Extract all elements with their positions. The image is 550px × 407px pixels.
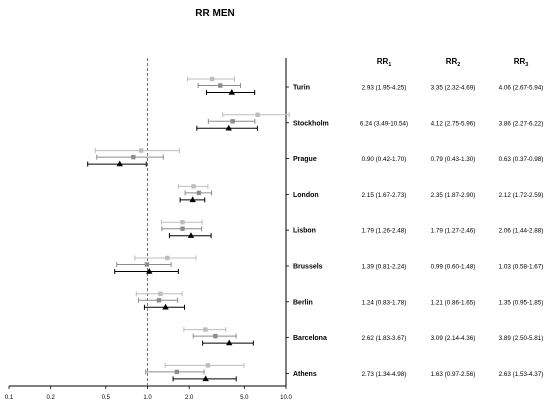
x-tick-label: 1.0: [143, 395, 152, 401]
rr-value: 1.03 (0.58-1.67): [499, 264, 544, 271]
point-estimate: [255, 112, 260, 117]
point-estimate: [156, 298, 162, 303]
x-tick-label: 2.0: [185, 395, 194, 401]
rr-value: 3.35 (2.32-4.69): [431, 85, 476, 92]
rr-value: 0.79 (0.43-1.30): [431, 156, 476, 163]
rr-value: 2.06 (1.44-2.88): [499, 228, 544, 235]
rr-value: 1.79 (1.27-2.46): [431, 228, 476, 235]
rr-value: 2.12 (1.72-2.59): [499, 192, 544, 199]
column-header: RR2: [446, 57, 461, 68]
table-cells: 2.93 (1.95-4.25) 3.35 (2.32-4.69) 4.06 (2.…: [360, 85, 544, 378]
point-estimate: [180, 226, 185, 231]
chart-marks: [87, 76, 290, 382]
city-label: Barcelona: [293, 335, 327, 342]
rr-value: 0.63 (0.37-0.98): [499, 156, 544, 163]
point-estimate: [205, 363, 211, 368]
x-tick-label: 10.0: [280, 395, 292, 401]
city-label: Prague: [293, 156, 317, 163]
point-estimate: [225, 124, 232, 131]
table-headers: RR1 RR2 RR3: [377, 57, 529, 68]
chart-title: RR MEN: [195, 8, 234, 19]
point-estimate: [213, 333, 218, 339]
point-estimate: [138, 148, 144, 153]
point-estimate: [228, 89, 235, 95]
rr-value: 4.12 (2.75-5.96): [431, 120, 476, 127]
point-estimate: [203, 327, 208, 332]
x-tick-label: 0.5: [102, 395, 111, 401]
point-estimate: [174, 369, 180, 375]
point-estimate: [162, 303, 169, 310]
rr-value: 0.90 (0.42-1.70): [362, 156, 407, 163]
point-estimate: [189, 196, 196, 203]
city-label: Athens: [293, 371, 317, 378]
point-estimate: [144, 262, 150, 267]
x-tick-label: 5.0: [240, 395, 249, 401]
rr-value: 4.06 (2.67-5.94): [499, 85, 544, 92]
point-estimate: [230, 119, 235, 124]
rr-value: 2.62 (1.83-3.67): [362, 335, 407, 342]
rr-value: 3.86 (2.27-6.22): [499, 120, 544, 127]
rr-value: 2.63 (1.53-4.37): [499, 371, 544, 378]
x-tick-label: 0.2: [47, 395, 56, 401]
rr-value: 2.73 (1.34-4.98): [362, 371, 407, 378]
rr-value: 1.21 (0.86-1.65): [431, 299, 476, 306]
column-header: RR1: [377, 57, 392, 68]
point-estimate: [180, 220, 185, 225]
x-axis-ticks: 0.1 0.2 0.5 1.0 2.0 5.0 10.0: [5, 386, 292, 401]
rr-value: 3.89 (2.50-5.81): [499, 335, 544, 342]
rr-value: 1.35 (0.95-1.85): [499, 299, 544, 306]
plot-frame: [9, 58, 287, 387]
city-label: Turin: [293, 85, 310, 92]
rr-value: 6.24 (3.49-10.54): [360, 120, 408, 127]
rr-value: 2.15 (1.67-2.73): [362, 192, 407, 199]
point-estimate: [131, 154, 136, 160]
x-tick-label: 0.1: [5, 395, 14, 401]
point-estimate: [218, 83, 223, 88]
rr-value: 0.99 (0.60-1.48): [431, 264, 476, 271]
rr-value: 1.39 (0.81-2.24): [362, 264, 407, 271]
point-estimate: [191, 184, 196, 189]
point-estimate: [158, 291, 163, 296]
city-label: Brussels: [293, 264, 323, 271]
rr-value: 3.09 (2.14-4.36): [431, 335, 476, 342]
rr-value: 1.79 (1.26-2.48): [362, 228, 407, 235]
point-estimate: [209, 76, 215, 82]
city-label: Lisbon: [293, 228, 316, 235]
rr-value: 2.35 (1.87-2.90): [431, 192, 476, 199]
city-label: Stockholm: [293, 120, 329, 127]
point-estimate: [165, 255, 170, 261]
point-estimate: [116, 160, 123, 167]
city-label: Berlin: [293, 299, 313, 306]
point-estimate: [187, 232, 195, 238]
rr-value: 1.63 (0.97-2.56): [431, 371, 476, 378]
rr-value: 1.24 (0.83-1.78): [362, 299, 407, 306]
point-estimate: [226, 339, 233, 346]
rr-value: 2.93 (1.95-4.25): [362, 85, 407, 92]
city-label: London: [293, 192, 319, 199]
point-estimate: [146, 268, 153, 274]
point-estimate: [196, 190, 202, 196]
city-labels: Turin Stockholm Prague London Lisbon Brussels…: [286, 85, 329, 378]
column-header: RR3: [514, 57, 529, 68]
point-estimate: [202, 375, 209, 382]
